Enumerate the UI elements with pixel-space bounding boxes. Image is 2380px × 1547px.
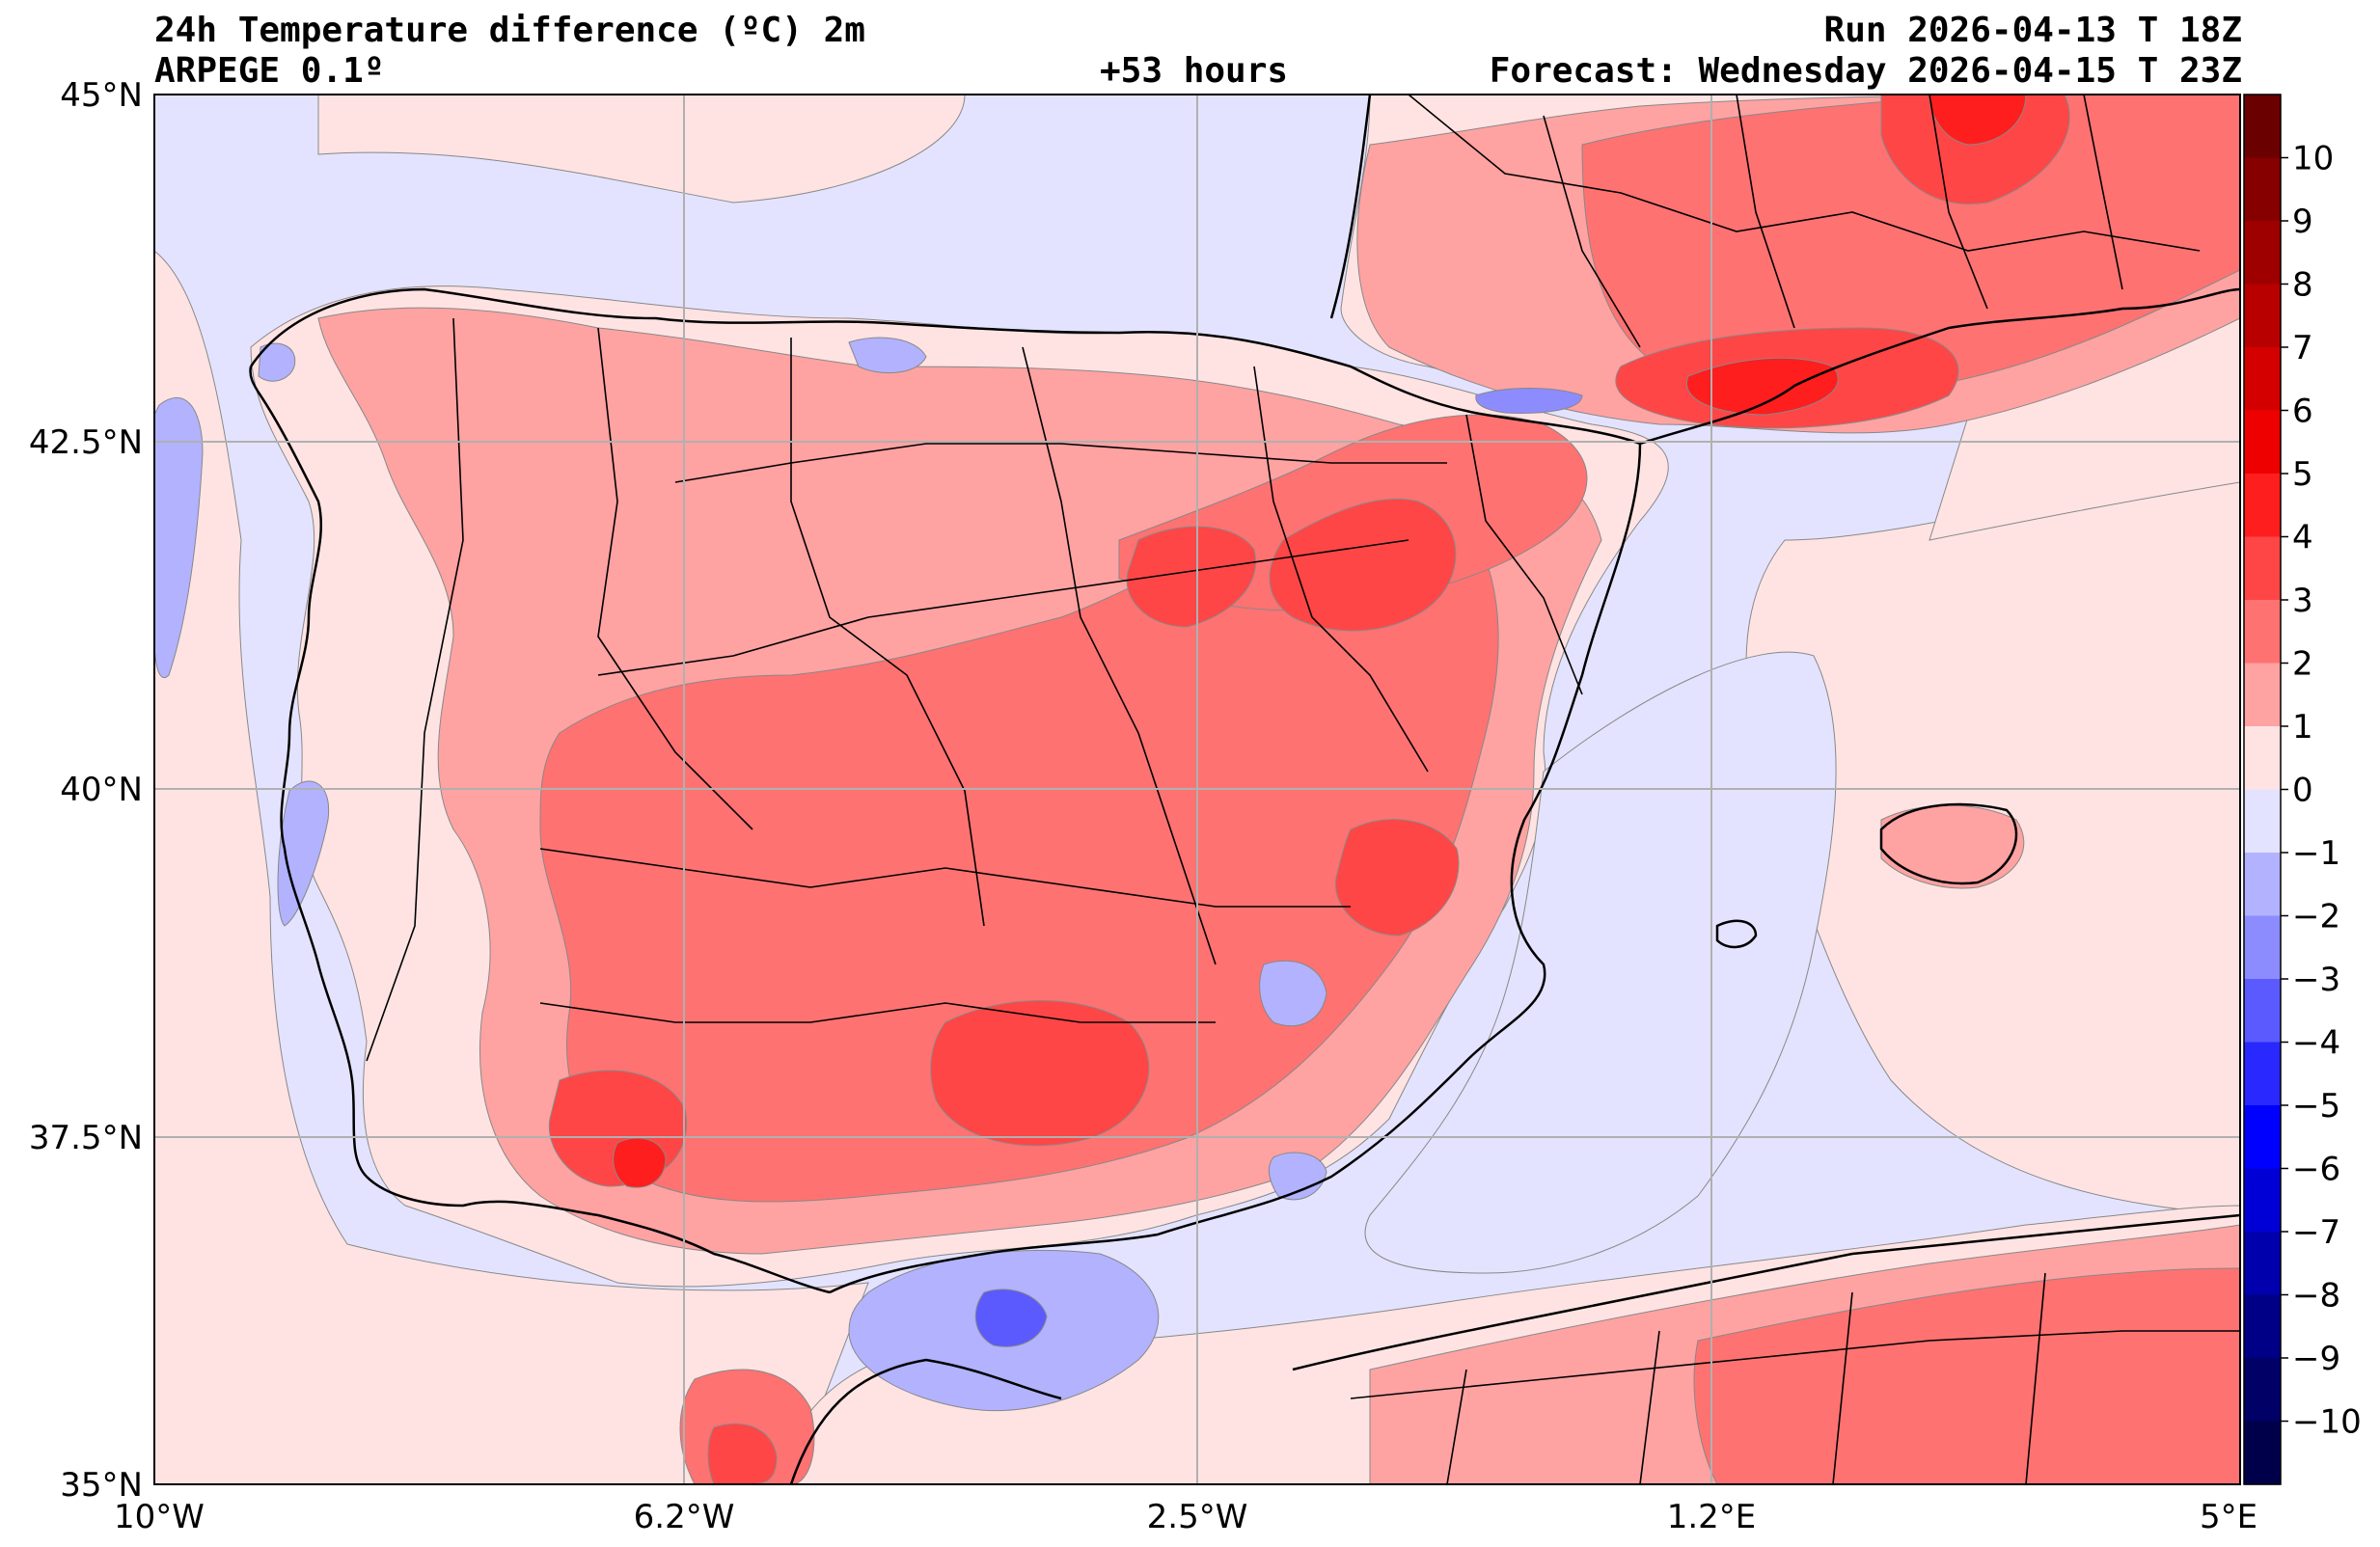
colorbar-swatch bbox=[2244, 1168, 2281, 1233]
huelva-plus4-core bbox=[613, 1137, 667, 1188]
border-lines bbox=[366, 95, 2240, 1484]
iberia-plus2-area bbox=[539, 498, 1499, 1203]
colorbar-tick-label: −1 bbox=[2292, 834, 2340, 873]
colorbar-swatch bbox=[2244, 410, 2281, 475]
colorbar-tick-label: −7 bbox=[2292, 1213, 2340, 1252]
murcia-cold-spot bbox=[1259, 960, 1327, 1027]
colorbar-swatch bbox=[2244, 1358, 2281, 1423]
colorbar-swatch bbox=[2244, 221, 2281, 285]
colorbar-tick-label: −8 bbox=[2292, 1277, 2340, 1316]
colorbar-swatch bbox=[2244, 600, 2281, 665]
colorbar-swatch bbox=[2244, 1042, 2281, 1106]
colorbar-swatch bbox=[2244, 1421, 2281, 1485]
lat-label-45n: 45°N bbox=[60, 76, 143, 115]
run-label: Run 2026-04-13 T 18Z bbox=[1823, 11, 2242, 50]
lat-label-37-5n: 37.5°N bbox=[29, 1119, 143, 1157]
colorbar-swatch bbox=[2244, 1232, 2281, 1296]
graticule bbox=[154, 95, 2240, 1484]
colorbar-tick-label: −2 bbox=[2292, 898, 2340, 936]
colorbar-swatch bbox=[2244, 979, 2281, 1044]
provincial-borders bbox=[366, 95, 2240, 1484]
atlantic-warm-sea bbox=[154, 250, 869, 1484]
colorbar-tick-label: 7 bbox=[2292, 329, 2313, 367]
colorbar-swatch bbox=[2244, 536, 2281, 601]
mallorca-coastline bbox=[1879, 802, 2018, 885]
valencia-plus3-core bbox=[1334, 819, 1460, 936]
colorbar-tick-label: 6 bbox=[2292, 393, 2313, 431]
lead-time: +53 hours bbox=[1100, 51, 1289, 91]
lon-label-6-2w: 6.2°W bbox=[634, 1498, 735, 1536]
colorbar-tick-label: 4 bbox=[2292, 519, 2313, 557]
colorbar-swatch bbox=[2244, 789, 2281, 854]
almeria-cold-spot bbox=[1268, 1152, 1327, 1201]
mediterranean-cool-sea bbox=[1364, 651, 1837, 1274]
galicia-cold-coast bbox=[258, 342, 296, 382]
colorbar-tick-label: −5 bbox=[2292, 1087, 2340, 1126]
lon-label-5e: 5°E bbox=[2200, 1498, 2257, 1536]
colorbar-tick-label: −4 bbox=[2292, 1024, 2340, 1063]
castile-plus3-core bbox=[1126, 526, 1256, 628]
africa-coastline bbox=[789, 1213, 2240, 1484]
alps-plus4-core bbox=[1929, 95, 2027, 146]
ebro-plus3-core bbox=[1269, 498, 1457, 632]
lat-label-40n: 40°N bbox=[60, 771, 143, 809]
colorbar-swatch bbox=[2244, 347, 2281, 412]
forecast-valid-time: Forecast: Wednesday 2026-04-15 T 23Z bbox=[1489, 51, 2242, 91]
africa-plus2-area bbox=[1693, 1267, 2240, 1484]
northwest-sea-warm bbox=[317, 95, 966, 204]
portugal-cold-strip bbox=[277, 780, 330, 927]
lat-label-42-5n: 42.5°N bbox=[29, 423, 143, 462]
cantabria-cold-spot bbox=[848, 337, 927, 374]
longitude-labels: 10°W 6.2°W 2.5°W 1.2°E 5°E bbox=[114, 1498, 2257, 1536]
colorbar-tick-label: 5 bbox=[2292, 455, 2313, 494]
lat-label-35n: 35°N bbox=[60, 1466, 143, 1505]
coastlines-and-borders bbox=[249, 95, 2240, 1484]
colorbar-swatch bbox=[2244, 1294, 2281, 1359]
colorbar-tick-label: −9 bbox=[2292, 1340, 2340, 1378]
alps-plus3-core bbox=[1880, 95, 2070, 204]
colorbar-swatch bbox=[2244, 853, 2281, 917]
lon-label-2-5w: 2.5°W bbox=[1147, 1498, 1248, 1536]
france-coastline bbox=[1329, 95, 2240, 446]
morocco-plus3-core bbox=[707, 1423, 778, 1484]
colorbar-swatch bbox=[2244, 157, 2281, 222]
colorbar-swatch bbox=[2244, 726, 2281, 791]
map-title: 24h Temperature difference (ºC) 2m bbox=[154, 11, 865, 50]
colorbar bbox=[2243, 94, 2282, 1485]
model-label: ARPEGE 0.1º bbox=[154, 51, 385, 91]
colorbar-tick-label: 3 bbox=[2292, 582, 2313, 620]
colorbar-swatch bbox=[2244, 663, 2281, 727]
colorbar-tick-label: 8 bbox=[2292, 266, 2313, 305]
lon-label-1-2e: 1.2°E bbox=[1667, 1498, 1757, 1536]
latitude-labels: 45°N 42.5°N 40°N 37.5°N 35°N bbox=[29, 76, 143, 1505]
colorbar-swatch bbox=[2244, 1105, 2281, 1170]
colorbar-tick-label: 9 bbox=[2292, 203, 2313, 241]
ibiza-coastline bbox=[1715, 919, 1758, 949]
pyrenees-cold-spot bbox=[1475, 388, 1583, 414]
atlantic-cold-strip-1 bbox=[154, 396, 204, 678]
lon-label-10w: 10°W bbox=[114, 1498, 205, 1536]
colorbar-swatch bbox=[2244, 95, 2281, 159]
colorbar-swatch bbox=[2244, 474, 2281, 538]
colorbar-tick-label: 10 bbox=[2292, 140, 2334, 178]
colorbar-tick-label: 0 bbox=[2292, 772, 2313, 810]
colorbar-tick-label: −6 bbox=[2292, 1151, 2340, 1189]
colorbar-tick-label: −10 bbox=[2292, 1403, 2362, 1442]
colorbar-swatch bbox=[2244, 915, 2281, 980]
colorbar-swatch bbox=[2244, 284, 2281, 348]
map-frame bbox=[153, 94, 2241, 1485]
colorbar-tick-label: 2 bbox=[2292, 645, 2313, 684]
colorbar-tick-label: −3 bbox=[2292, 961, 2340, 999]
colorbar-tick-label: 1 bbox=[2292, 708, 2313, 746]
iberia-coastline bbox=[249, 287, 1642, 1294]
alboran-cold-center bbox=[974, 1289, 1048, 1347]
pyrenees-plus4-core bbox=[1685, 357, 1839, 416]
jaen-plus3-core bbox=[930, 1000, 1150, 1147]
